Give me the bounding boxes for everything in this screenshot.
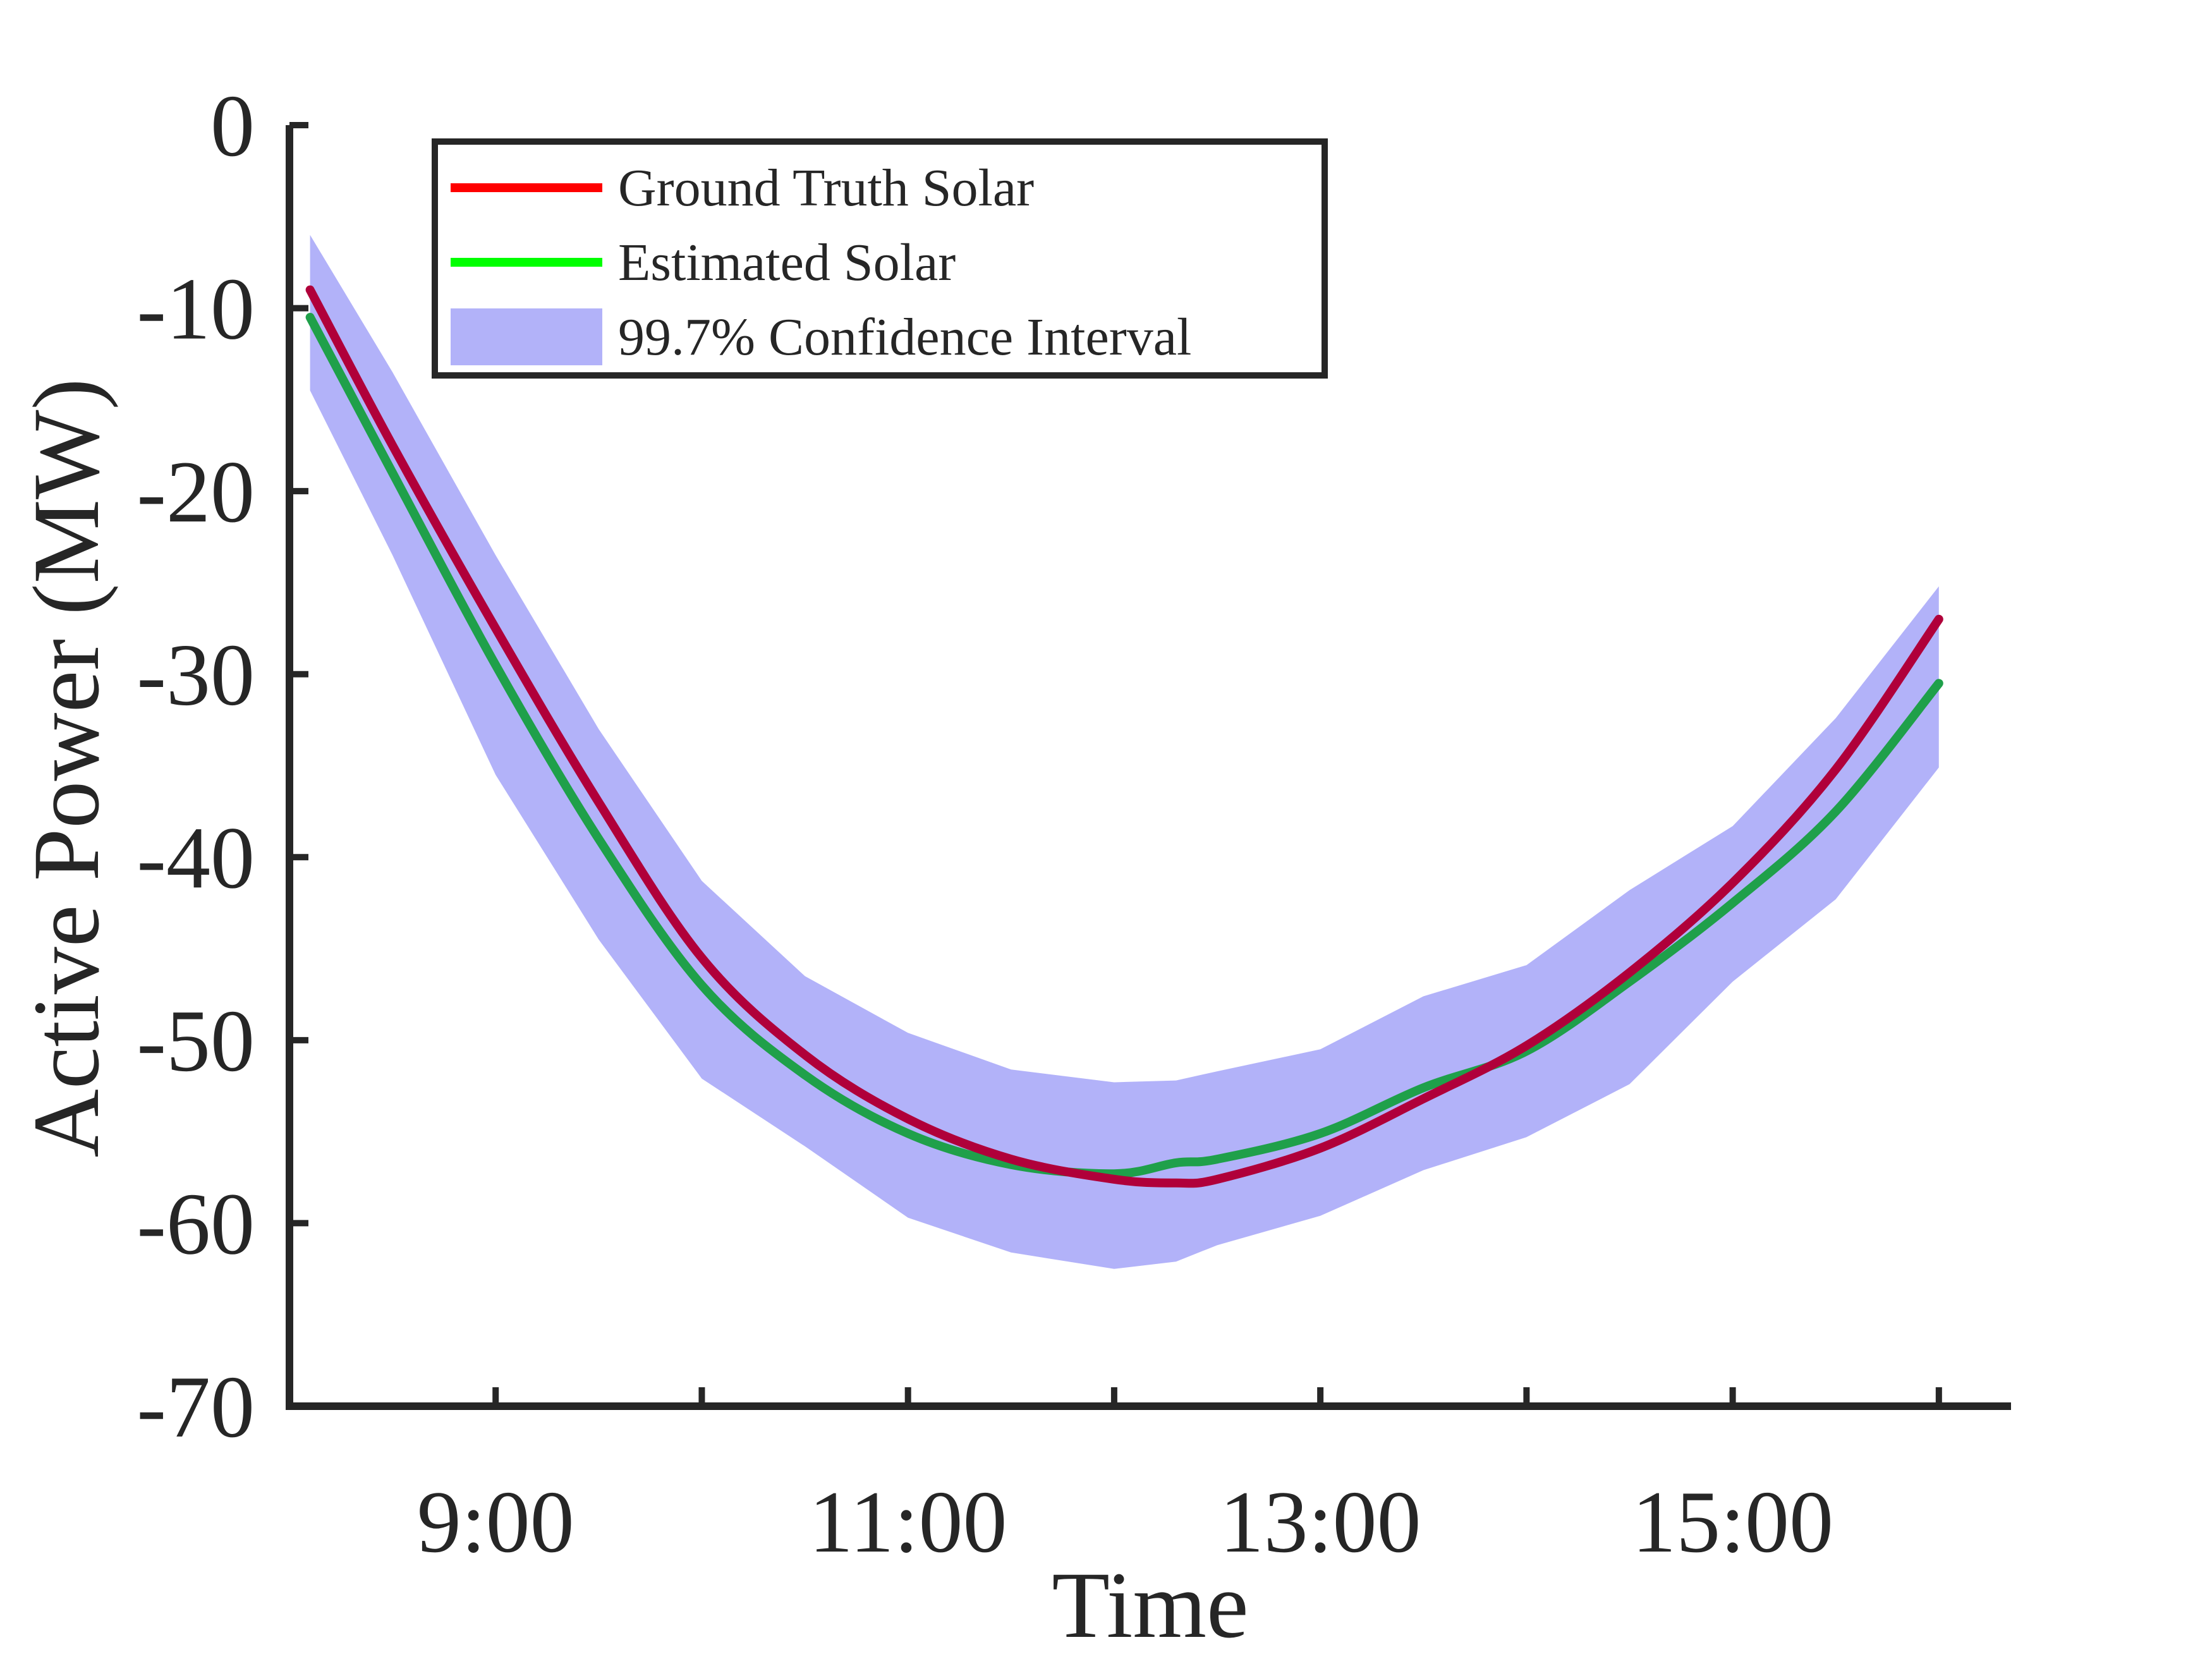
y-tick-label: -40 xyxy=(137,809,255,907)
y-tick-label: 0 xyxy=(210,77,255,175)
legend-label-ground-truth-solar: Ground Truth Solar xyxy=(618,159,1034,217)
y-tick-label: -20 xyxy=(137,443,255,541)
x-tick-label: 9:00 xyxy=(417,1473,574,1571)
x-tick-label: 13:00 xyxy=(1220,1473,1421,1571)
legend-label-estimated-solar: Estimated Solar xyxy=(618,233,956,292)
y-tick-label: -10 xyxy=(137,260,255,358)
legend-label-99-7-confidence-interval: 99.7% Confidence Interval xyxy=(618,308,1191,367)
legend: Ground Truth Solar Estimated Solar 99.7% C… xyxy=(432,138,1328,379)
y-tick-label: -70 xyxy=(137,1358,255,1456)
y-tick-label: -30 xyxy=(137,626,255,724)
y-tick-label: -60 xyxy=(137,1175,255,1273)
legend-swatch-99-7-confidence-interval xyxy=(451,308,602,365)
axes: 0 -10 -20 -30 -40 -50 -60 -70 9:00 11:00 13:00 15:0… xyxy=(137,77,2011,1571)
confidence-band xyxy=(310,234,1939,1269)
x-tick-label: 11:00 xyxy=(809,1473,1007,1571)
y-tick-label: -50 xyxy=(137,992,255,1090)
series-line-ground-truth-solar xyxy=(305,285,1943,1188)
x-tick-label: 15:00 xyxy=(1632,1473,1833,1571)
plot-area xyxy=(305,234,1943,1269)
series-line-estimated-solar xyxy=(305,313,1943,1179)
x-axis-label: Time xyxy=(1052,1553,1248,1658)
y-axis-label: Active Power (MW) xyxy=(14,379,119,1158)
